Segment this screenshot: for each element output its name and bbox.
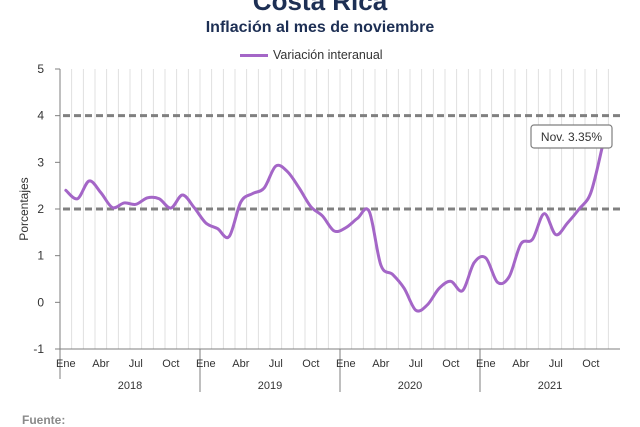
chart-subtitle: Inflación al mes de noviembre — [205, 19, 435, 36]
y-tick-label: 3 — [37, 155, 44, 169]
x-tick-label: Oct — [442, 358, 459, 370]
year-label: 2021 — [538, 380, 562, 392]
x-tick-label: Ene — [336, 358, 356, 370]
x-tick-label: Oct — [162, 358, 179, 370]
reference-lines — [63, 114, 620, 211]
page-title: Costa Rica — [252, 0, 388, 16]
y-tick-label: 2 — [37, 202, 44, 216]
axes — [55, 68, 620, 392]
annotation-box — [530, 124, 613, 149]
annotation-label: Nov. 3.35% — [541, 130, 602, 144]
x-tick-label: Jul — [129, 358, 143, 370]
x-tick-label: Abr — [92, 358, 109, 370]
x-tick-label: Ene — [476, 358, 496, 370]
series-line-variacion-interanual — [64, 144, 604, 313]
chart-legend: Variación interanual — [240, 48, 383, 62]
year-label: 2020 — [398, 380, 422, 392]
y-tick-label: 0 — [37, 295, 44, 309]
legend-label: Variación interanual — [273, 48, 383, 62]
x-tick-label: Oct — [582, 358, 599, 370]
legend-swatch — [240, 53, 268, 57]
y-tick-label: -1 — [33, 342, 44, 356]
x-tick-label: Jul — [269, 358, 283, 370]
axis-labels: 5 4 3 2 1 0 -1 Porcentajes Ene Abr Jul Oct 2018 Ene Ab… — [17, 62, 599, 392]
y-tick-label: 5 — [37, 62, 44, 76]
x-tick-label: Jul — [549, 358, 563, 370]
year-label: 2019 — [258, 380, 282, 392]
x-tick-label: Abr — [512, 358, 529, 370]
x-tick-label: Ene — [196, 358, 216, 370]
series-layer — [64, 144, 604, 313]
annotation-layer: Nov. 3.35% — [530, 124, 613, 149]
x-tick-label: Ene — [56, 358, 76, 370]
x-tick-label: Oct — [302, 358, 319, 370]
y-axis-label: Porcentajes — [17, 177, 31, 240]
x-tick-label: Abr — [372, 358, 389, 370]
x-tick-label: Jul — [409, 358, 423, 370]
source-label: Fuente: — [22, 413, 66, 427]
y-tick-label: 1 — [37, 249, 44, 263]
y-tick-label: 4 — [37, 109, 44, 123]
x-tick-label: Abr — [232, 358, 249, 370]
year-label: 2018 — [118, 380, 142, 392]
